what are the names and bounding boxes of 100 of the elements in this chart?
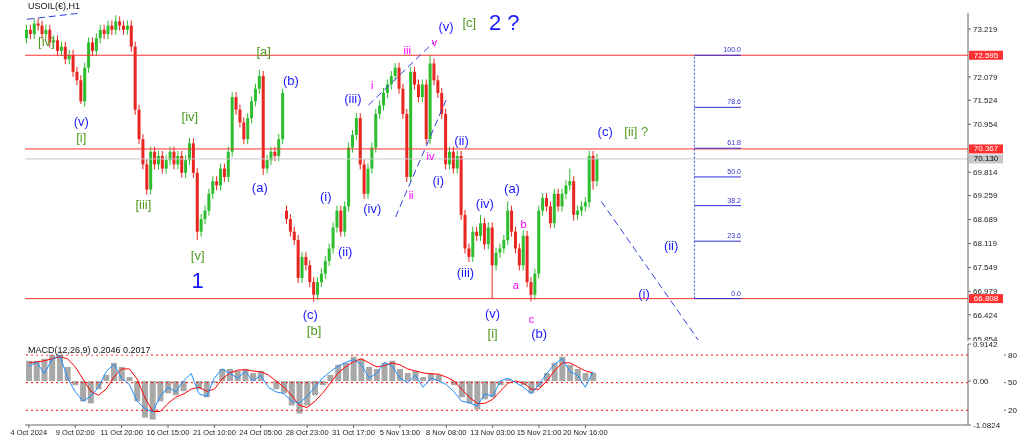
annotation: a xyxy=(512,279,520,292)
chart-title: USOIL(€),H1 xyxy=(28,1,81,11)
y-tick-label: 72.079 xyxy=(973,72,999,82)
annotation: [i] xyxy=(76,130,87,146)
candlestick xyxy=(350,129,354,154)
y2-tick-label: 50 xyxy=(1008,378,1018,388)
y-tick-label: 69.259 xyxy=(973,191,999,201)
candlestick xyxy=(548,200,552,229)
candlestick xyxy=(285,205,288,225)
candlestick xyxy=(382,87,386,112)
annotation: (i) xyxy=(319,188,332,204)
ref-line-label: 72.595 xyxy=(973,50,999,60)
ref-line-label: 66.808 xyxy=(973,294,999,304)
annotation: (b) xyxy=(282,73,299,89)
annotation: (v) xyxy=(438,19,454,35)
candlestick xyxy=(510,205,514,238)
y-tick-label: 0.00 xyxy=(973,376,990,386)
annotation: (i) xyxy=(432,173,445,189)
annotation: [v] xyxy=(190,248,205,264)
candlestick xyxy=(479,214,483,242)
candlestick xyxy=(312,276,316,303)
candlestick xyxy=(257,69,261,95)
candlestick xyxy=(300,251,304,284)
candlestick xyxy=(316,276,320,301)
annotation: (a) xyxy=(504,181,520,197)
candlestick xyxy=(246,112,250,145)
annotation: (v) xyxy=(73,113,89,129)
annotation: [a] xyxy=(256,43,271,59)
candlestick xyxy=(482,217,486,250)
candlestick xyxy=(106,20,110,40)
candlestick xyxy=(90,36,94,57)
annotation: (iv) xyxy=(363,200,382,216)
candlestick xyxy=(541,192,545,217)
annotation: (v) xyxy=(485,305,501,321)
candlestick xyxy=(110,20,114,36)
annotation: (iv) xyxy=(475,195,494,211)
annotation: (c) xyxy=(302,306,318,322)
annotation: (c) xyxy=(597,123,613,139)
candlestick xyxy=(184,154,188,179)
y-tick-label: 71.524 xyxy=(973,96,999,106)
candlestick xyxy=(545,192,549,212)
candlestick xyxy=(114,14,118,36)
candlestick xyxy=(595,153,599,187)
candlestick xyxy=(339,205,343,238)
annotation: (b) xyxy=(531,326,548,342)
annotation: i xyxy=(371,79,374,92)
candlestick xyxy=(319,268,323,288)
annotation: (a) xyxy=(251,180,268,196)
annotation: 2 ? xyxy=(488,9,520,35)
annotation: (iii) xyxy=(344,90,362,106)
candlestick xyxy=(222,163,226,183)
candlestick xyxy=(513,226,517,255)
annotation: (i) xyxy=(638,285,650,301)
candlestick xyxy=(494,247,498,271)
chart-title: MACD(12,26,9) 0.2046 0.2017 xyxy=(28,345,151,355)
annotation: [iii] xyxy=(135,196,152,212)
candlestick xyxy=(94,32,98,57)
y2-tick-label: 20 xyxy=(1008,406,1018,416)
candlestick xyxy=(277,133,281,162)
annotation: b xyxy=(520,217,527,230)
annotation: [c] xyxy=(462,14,477,30)
ref-line-label: 70.367 xyxy=(973,144,999,154)
candlestick xyxy=(250,95,254,124)
candlestick xyxy=(32,17,36,40)
candlestick xyxy=(25,24,28,44)
candlestick xyxy=(288,213,292,238)
candlestick xyxy=(378,99,382,120)
candlestick xyxy=(502,234,506,255)
bar xyxy=(26,360,32,382)
candlestick xyxy=(413,66,417,91)
candlestick xyxy=(102,24,106,40)
candlestick xyxy=(253,83,257,107)
y-tick-label: 69.814 xyxy=(973,168,999,178)
y-tick-label: 73.219 xyxy=(973,24,999,34)
annotation: iii xyxy=(403,44,411,57)
candlestick xyxy=(180,150,184,179)
y-tick-label: 66.979 xyxy=(973,287,999,297)
annotation: 1 xyxy=(191,267,204,293)
y-tick-label: 67.549 xyxy=(973,263,999,273)
y-tick-label: 68.689 xyxy=(973,215,999,225)
candlestick xyxy=(420,78,424,103)
candlestick xyxy=(556,188,560,212)
annotation: [iv] xyxy=(181,108,199,124)
annotation: [ii] ? xyxy=(624,123,649,139)
y-tick-label: 70.954 xyxy=(973,120,999,130)
ref-line-label: 70.130 xyxy=(973,154,999,164)
annotation: iv xyxy=(426,149,435,162)
candlestick xyxy=(323,255,327,280)
annotation: [i] xyxy=(487,325,498,341)
y2-tick-label: 80 xyxy=(1008,350,1018,360)
annotation: c xyxy=(528,313,535,326)
candlestick xyxy=(354,112,358,141)
annotation: (ii) xyxy=(337,243,353,259)
annotation: [b] xyxy=(306,323,322,339)
annotation: (ii) xyxy=(454,133,469,149)
annotation: (ii) xyxy=(663,237,679,253)
candlestick xyxy=(416,78,420,103)
bar xyxy=(420,377,427,382)
annotation: v xyxy=(431,36,438,49)
candlestick xyxy=(219,163,223,191)
